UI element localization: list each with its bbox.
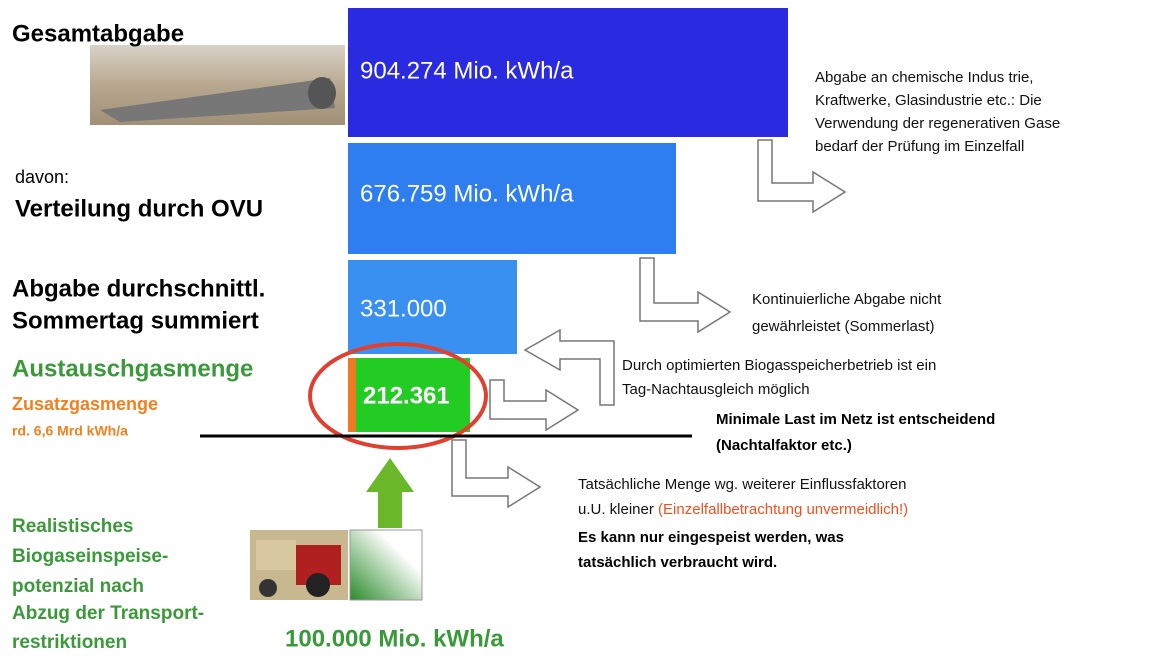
box-label: 904.274 Mio. kWh/a [360,57,574,84]
box [348,143,676,254]
arrow [489,379,580,432]
note: Durch optimierten Biogasspeicherbetrieb … [622,357,936,374]
note: gewährleistet (Sommerlast) [752,318,935,335]
box [348,358,470,432]
label: Biogaseinspeise- [12,546,168,567]
label: restriktionen [12,632,127,653]
label: Abzug der Transport- [12,603,204,624]
label: 100.000 Mio. kWh/a [285,625,504,652]
label: Abgabe durchschnittl. [12,275,265,302]
box [348,8,788,137]
note: Abgabe an chemische Indus trie, [815,69,1033,86]
label: potenzial nach [12,576,144,597]
label: Austauschgasmenge [12,355,253,382]
note: tatsächlich verbraucht wird. [578,554,777,571]
box-label: 676.759 Mio. kWh/a [360,180,574,207]
note: Es kann nur eingespeist werden, was [578,529,844,546]
label: Realistisches [12,516,133,537]
label: Verteilung durch OVU [15,195,263,222]
arrow [639,257,732,334]
box-label: 331.000 [360,295,447,322]
arrow [451,439,542,509]
highlight [308,342,488,450]
note: Kraftwerke, Glasindustrie etc.: Die [815,92,1042,109]
up-arrow [366,458,414,528]
pipeline-photo [90,45,345,125]
note: Tatsächliche Menge wg. weiterer Einfluss… [578,476,907,493]
label: davon: [15,167,69,187]
box-strip [348,358,356,432]
label: rd. 6,6 Mrd kWh/a [12,423,128,439]
label: Sommertag summiert [12,307,259,334]
note: u.U. kleiner (Einzelfallbetrachtung unve… [578,501,908,518]
box [348,260,517,354]
arrow [757,139,847,214]
note-text: (Einzelfallbetrachtung unvermeidlich!) [658,501,908,518]
box-label: 212.361 [363,382,450,409]
label: Zusatzgasmenge [12,394,158,414]
tractor-photo [250,530,348,600]
note: Tag-Nachtausgleich möglich [622,381,810,398]
note: bedarf der Prüfung im Einzelfall [815,138,1024,155]
label: Gesamtabgabe [12,20,184,47]
square [349,529,423,601]
note: Minimale Last im Netz ist entscheidend [716,411,995,428]
note: Kontinuierliche Abgabe nicht [752,291,942,308]
note: (Nachtalfaktor etc.) [716,437,852,454]
arrow [523,328,615,406]
note-text: u.U. kleiner [578,501,658,518]
note: Verwendung der regenerativen Gase [815,115,1060,132]
